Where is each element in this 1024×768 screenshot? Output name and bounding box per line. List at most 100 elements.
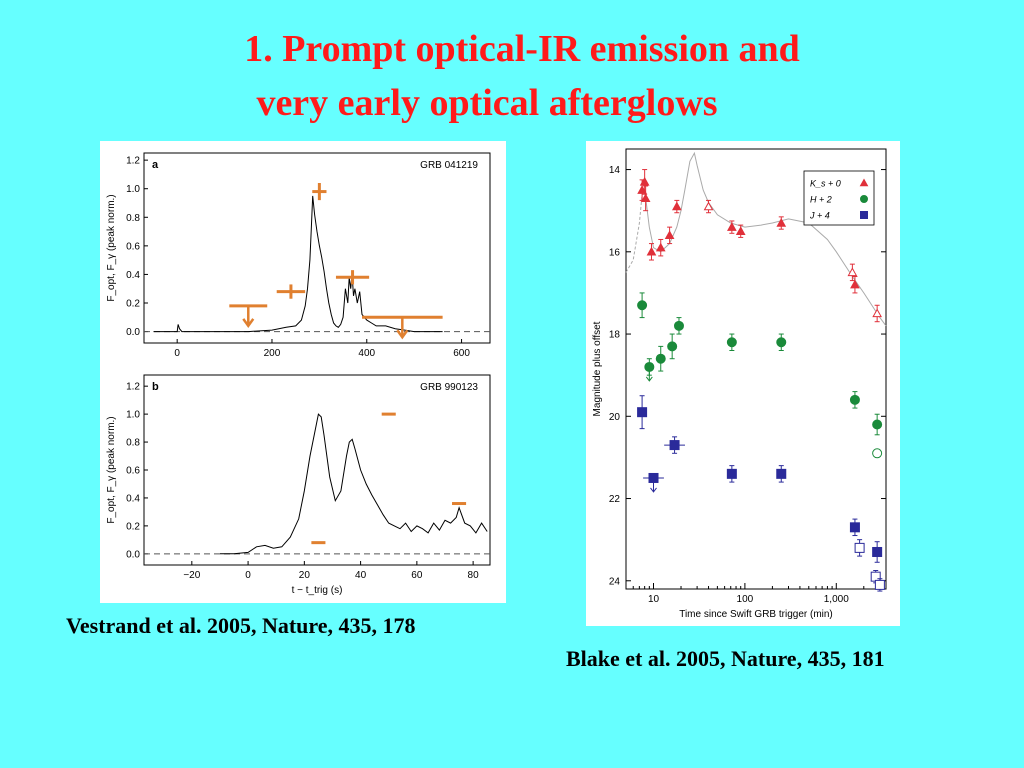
triangle-marker — [637, 185, 647, 194]
x-axis-label: t − t_trig (s) — [292, 585, 343, 596]
x-tick-label: 20 — [299, 570, 311, 581]
triangle-marker — [735, 226, 746, 235]
magnitude-chart: 14 16 18 20 22 24 10 100 1,000 K_s + 0 H + 2 J + 4 T… — [592, 148, 887, 620]
data-point — [667, 333, 678, 360]
legend-label: J + 4 — [809, 211, 830, 221]
slide-title-line-1: 1. Prompt optical-IR emission and — [244, 28, 800, 70]
triangle-marker — [664, 230, 675, 240]
chart-panel-a: 0.0 0.2 0.4 0.6 0.8 1.0 1.2 0 200 400 600 GRB 04121… — [106, 152, 491, 359]
data-point — [874, 578, 885, 592]
triangle-marker — [727, 222, 737, 231]
y-tick-label: 18 — [609, 330, 621, 341]
panel-label: b — [152, 381, 159, 393]
optical-data-point — [229, 304, 268, 329]
plot-frame — [625, 148, 887, 590]
data-point — [640, 185, 651, 212]
circle-marker — [655, 353, 666, 364]
y-tick-label: 1.0 — [126, 410, 140, 421]
y-tick-label: 0.6 — [126, 466, 140, 477]
triangle-marker — [646, 246, 657, 256]
data-point — [703, 199, 714, 214]
data-point — [776, 216, 787, 230]
circle-marker — [860, 195, 868, 203]
series-circle — [637, 292, 883, 459]
optical-data-point — [362, 315, 443, 340]
square-marker — [872, 546, 883, 557]
series-square — [637, 395, 885, 592]
triangle-marker — [847, 267, 858, 277]
legend-label: H + 2 — [810, 195, 832, 205]
circle-marker — [776, 337, 787, 348]
chart-title: GRB 990123 — [420, 382, 478, 393]
triangle-marker — [655, 242, 666, 252]
circle-marker — [872, 448, 883, 459]
right-figure-panel: 14 16 18 20 22 24 10 100 1,000 K_s + 0 H + 2 J + 4 T… — [586, 141, 900, 626]
data-point — [646, 243, 657, 261]
series-triangle — [637, 169, 882, 323]
optical-data-point — [276, 284, 306, 299]
upper-limit-arrow-head — [396, 329, 409, 340]
data-point — [854, 539, 865, 557]
data-point — [849, 391, 860, 409]
square-marker — [874, 579, 885, 590]
x-tick-label: 60 — [411, 570, 423, 581]
data-point — [637, 395, 648, 430]
circle-marker — [872, 419, 883, 430]
y-tick-label: 20 — [609, 412, 621, 423]
square-marker — [860, 211, 868, 219]
model-curve-dashed — [625, 194, 643, 273]
plot-frame — [143, 374, 491, 566]
triangle-marker — [859, 178, 869, 187]
y-tick-label: 1.2 — [126, 382, 140, 393]
square-marker — [726, 468, 737, 479]
upper-limit-arrow-head — [645, 376, 653, 382]
data-point — [655, 345, 666, 372]
y-tick-label: 0.0 — [126, 327, 140, 338]
triangle-marker — [776, 217, 787, 227]
data-point — [664, 226, 675, 245]
y-tick-label: 22 — [609, 494, 621, 505]
slide-title-line-2: very early optical afterglows — [256, 82, 718, 124]
circle-marker — [673, 320, 684, 331]
y-tick-label: 0.2 — [126, 299, 140, 310]
y-tick-label: 0.8 — [126, 438, 140, 449]
circle-marker — [849, 394, 860, 405]
square-marker — [854, 542, 865, 553]
triangle-marker — [703, 201, 714, 211]
y-tick-label: 16 — [609, 247, 621, 258]
data-point — [643, 472, 664, 493]
x-tick-label: 1,000 — [824, 594, 849, 605]
x-tick-label: 100 — [737, 594, 754, 605]
gamma-ray-light-curve — [220, 413, 488, 555]
circle-marker — [726, 337, 737, 348]
data-point — [726, 333, 737, 351]
data-point — [644, 358, 655, 382]
upper-limit-arrow-head — [242, 318, 255, 329]
y-tick-label: 0.2 — [126, 521, 140, 532]
data-point — [847, 263, 858, 282]
square-marker — [669, 440, 680, 451]
data-point — [637, 292, 648, 319]
data-point — [776, 465, 787, 483]
y-tick-label: 24 — [609, 576, 621, 587]
x-tick-label: 600 — [453, 348, 470, 359]
y-axis-label: F_opt, F_γ (peak norm.) — [106, 416, 117, 523]
legend: K_s + 0 H + 2 J + 4 — [803, 170, 875, 226]
circle-marker — [644, 361, 655, 372]
plot-frame — [143, 152, 491, 344]
y-tick-label: 1.0 — [126, 184, 140, 195]
gamma-ray-light-curve — [153, 195, 443, 333]
triangle-marker — [639, 176, 650, 186]
caption-left: Vestrand et al. 2005, Nature, 435, 178 — [66, 613, 416, 638]
y-tick-label: 0.0 — [126, 549, 140, 560]
data-point — [735, 224, 746, 238]
x-tick-label: 200 — [264, 348, 281, 359]
data-point — [850, 275, 860, 294]
circle-marker — [637, 300, 648, 311]
triangle-marker — [872, 308, 882, 318]
data-point — [776, 333, 787, 351]
y-axis-label: Magnitude plus offset — [592, 321, 603, 416]
data-point — [726, 465, 737, 483]
chart-panel-b: 0.0 0.2 0.4 0.6 0.8 1.0 1.2 −20 0 20 40 60 80 GRB 990… — [106, 374, 491, 596]
